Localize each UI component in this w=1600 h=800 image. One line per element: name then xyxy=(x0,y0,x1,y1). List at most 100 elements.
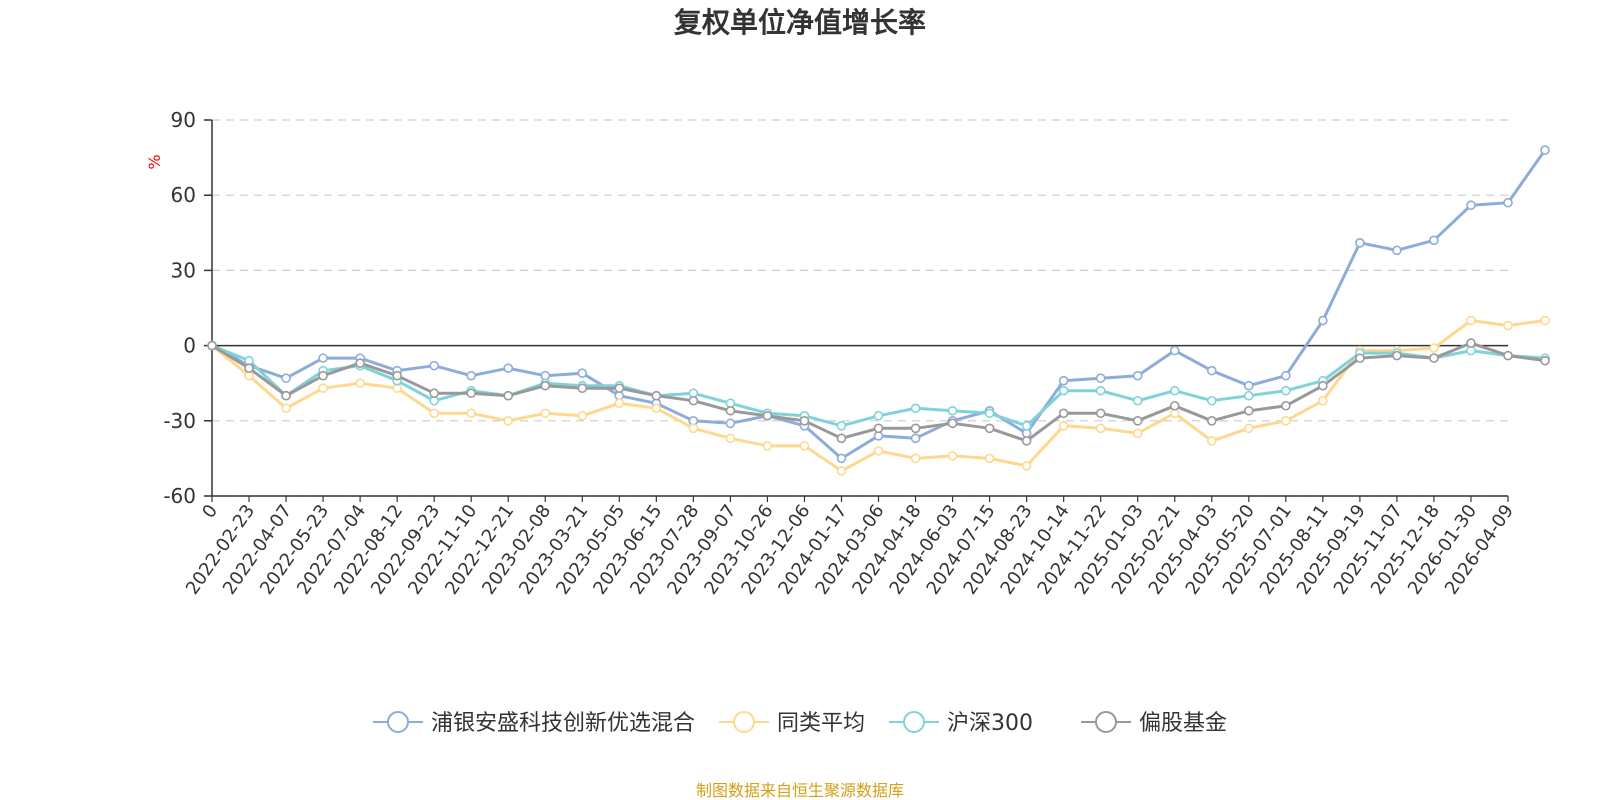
data-point xyxy=(1281,385,1291,396)
y-tick-label: -30 xyxy=(163,409,196,433)
data-point xyxy=(836,433,847,444)
y-tick-label: 60 xyxy=(171,183,196,207)
data-point xyxy=(1095,373,1106,383)
data-point xyxy=(281,390,291,401)
series-lines xyxy=(207,145,1550,476)
data-point xyxy=(577,410,588,421)
data-point xyxy=(984,453,995,464)
legend-swatch-marker xyxy=(733,711,755,733)
data-point xyxy=(1058,421,1069,431)
data-point xyxy=(1244,423,1254,434)
legend-label[interactable]: 同类平均 xyxy=(777,711,865,736)
legend-label[interactable]: 沪深300 xyxy=(947,711,1033,736)
data-point xyxy=(1281,400,1291,411)
data-point xyxy=(1318,395,1328,406)
data-point xyxy=(725,405,736,416)
data-point xyxy=(799,415,810,426)
data-point xyxy=(651,390,662,401)
legend-swatch-marker xyxy=(1095,711,1117,733)
data-point xyxy=(1244,390,1254,401)
data-point xyxy=(688,423,699,434)
data-point xyxy=(1058,408,1069,419)
data-point xyxy=(392,370,402,381)
data-point xyxy=(318,353,328,363)
data-point xyxy=(984,423,995,434)
data-point xyxy=(1132,415,1143,426)
chart-title: 复权单位净值增长率 xyxy=(674,6,926,39)
data-point xyxy=(540,380,551,391)
data-point xyxy=(1021,436,1032,446)
data-point xyxy=(1021,461,1032,471)
data-point xyxy=(910,453,921,464)
data-point xyxy=(1206,436,1217,446)
data-point xyxy=(1021,421,1032,431)
data-point xyxy=(725,418,736,429)
data-point xyxy=(1355,353,1365,363)
data-point xyxy=(1058,385,1069,396)
data-point xyxy=(1429,235,1439,246)
data-point xyxy=(318,370,328,381)
data-point xyxy=(244,363,254,373)
data-point xyxy=(873,446,884,456)
axes: 9060300-30-6002022-02-232022-04-072022-0… xyxy=(163,108,1518,599)
legend: 浦银安盛科技创新优选混合 同类平均 沪深300 偏股基金 xyxy=(373,711,1227,736)
legend-label[interactable]: 偏股基金 xyxy=(1139,711,1227,736)
data-point xyxy=(947,451,958,461)
data-point xyxy=(762,441,773,451)
data-point xyxy=(1503,197,1513,208)
data-point xyxy=(1206,415,1217,426)
data-point xyxy=(1058,375,1069,386)
data-point xyxy=(1206,365,1217,376)
data-point xyxy=(1281,370,1291,381)
data-point xyxy=(688,395,699,406)
data-point xyxy=(1095,423,1106,434)
data-point xyxy=(281,403,291,414)
data-point xyxy=(1132,395,1143,406)
legend-label[interactable]: 浦银安盛科技创新优选混合 xyxy=(431,711,695,736)
data-point xyxy=(1169,345,1180,356)
data-point xyxy=(355,378,365,389)
data-point xyxy=(947,418,958,429)
data-point xyxy=(1355,238,1365,248)
data-point xyxy=(1466,315,1476,326)
data-point xyxy=(910,403,921,414)
legend-swatch-marker xyxy=(903,711,925,733)
data-point xyxy=(1392,350,1402,361)
data-point xyxy=(503,390,514,401)
data-point xyxy=(614,383,625,394)
data-point xyxy=(836,466,847,476)
source-note: 制图数据来自恒生聚源数据库 xyxy=(696,781,904,800)
data-point xyxy=(910,433,921,444)
data-point xyxy=(355,358,365,368)
data-point xyxy=(984,408,995,419)
data-point xyxy=(577,383,588,394)
data-point xyxy=(503,363,514,373)
data-point xyxy=(1244,380,1254,391)
data-point xyxy=(429,408,439,419)
data-point xyxy=(1503,320,1513,331)
y-tick-label: 0 xyxy=(183,334,196,358)
data-point xyxy=(651,403,662,414)
data-point xyxy=(1540,355,1550,366)
y-tick-label: 30 xyxy=(171,258,196,282)
data-point xyxy=(1095,408,1106,419)
data-point xyxy=(318,383,328,394)
x-tick-label: 0 xyxy=(198,501,222,522)
data-point xyxy=(1281,415,1291,426)
data-point xyxy=(1466,338,1476,348)
y-tick-label: 90 xyxy=(171,108,196,132)
data-point xyxy=(1244,405,1254,416)
data-point xyxy=(836,421,847,431)
data-point xyxy=(1169,400,1180,411)
data-point xyxy=(873,423,884,434)
data-point xyxy=(1132,370,1143,381)
data-point xyxy=(1095,385,1106,396)
data-point xyxy=(1429,353,1439,363)
data-point xyxy=(466,408,477,419)
data-point xyxy=(1169,385,1180,396)
gridlines xyxy=(212,119,1508,497)
data-point xyxy=(466,388,477,399)
data-point xyxy=(947,405,958,416)
legend-swatch-marker xyxy=(387,711,409,733)
data-point xyxy=(1466,200,1476,211)
